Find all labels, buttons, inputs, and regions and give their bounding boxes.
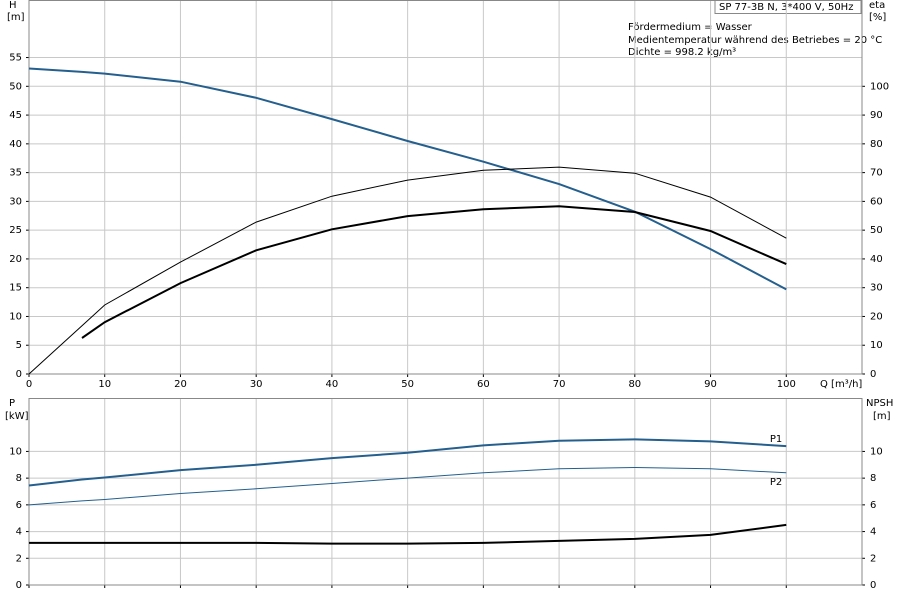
series-label: P2 [770, 477, 782, 488]
curve [28, 466, 787, 506]
y-tick-label: 5 [16, 340, 22, 351]
y2-tick-label: 40 [870, 254, 883, 265]
y2-axis-unit: [m] [873, 411, 891, 422]
x-tick-label: 100 [777, 379, 796, 390]
y2-tick-label: 80 [870, 139, 883, 150]
y-tick-label: 25 [9, 225, 22, 236]
x-tick-label: 0 [26, 379, 32, 390]
y-tick-label: 10 [9, 446, 22, 457]
y2-tick-label: 30 [870, 283, 883, 294]
y-axis-label: H [9, 0, 17, 11]
y2-tick-label: 0 [870, 369, 876, 380]
y2-tick-label: 20 [870, 311, 883, 322]
plot-frame [28, 398, 863, 586]
y-axis-label: P [9, 398, 15, 409]
note: Fördermedium = Wasser [628, 22, 753, 33]
curve [29, 523, 787, 545]
x-tick-label: 70 [553, 379, 566, 390]
y-tick-label: 45 [9, 110, 22, 121]
plot-frame [28, 0, 863, 375]
y-tick-label: 40 [9, 139, 22, 150]
y2-tick-label: 100 [870, 81, 889, 92]
y-tick-label: 2 [16, 553, 22, 564]
x-axis-label: Q [m³/h] [820, 379, 862, 390]
y-tick-label: 10 [9, 311, 22, 322]
note: Medientemperatur während des Betriebes =… [628, 35, 882, 46]
y2-axis-unit: [%] [869, 12, 886, 23]
y2-axis-label: eta [869, 0, 885, 11]
curve [28, 166, 787, 375]
series-label: P1 [770, 434, 782, 445]
y-tick-label: 8 [16, 473, 22, 484]
y-tick-label: 35 [9, 168, 22, 179]
y-tick-label: 0 [16, 369, 22, 380]
y-tick-label: 55 [9, 53, 22, 64]
curve [81, 205, 787, 339]
x-tick-label: 20 [174, 379, 187, 390]
y2-tick-label: 8 [870, 473, 876, 484]
y-axis-unit: [kW] [5, 411, 29, 422]
y2-tick-label: 90 [870, 110, 883, 121]
x-tick-label: 50 [401, 379, 414, 390]
y2-tick-label: 50 [870, 225, 883, 236]
y2-tick-label: 6 [870, 500, 876, 511]
y2-tick-label: 10 [870, 340, 883, 351]
y-tick-label: 6 [16, 500, 22, 511]
x-tick-label: 60 [477, 379, 490, 390]
y2-tick-label: 0 [870, 580, 876, 591]
y2-tick-label: 4 [870, 527, 876, 538]
y2-tick-label: 2 [870, 553, 876, 564]
y2-tick-label: 60 [870, 196, 883, 207]
y-tick-label: 15 [9, 283, 22, 294]
x-tick-label: 30 [250, 379, 263, 390]
y2-tick-label: 10 [870, 446, 883, 457]
y-tick-label: 20 [9, 254, 22, 265]
y2-tick-label: 70 [870, 168, 883, 179]
y-tick-label: 30 [9, 196, 22, 207]
x-tick-label: 40 [326, 379, 339, 390]
x-tick-label: 80 [628, 379, 641, 390]
x-tick-label: 90 [704, 379, 717, 390]
y-tick-label: 50 [9, 81, 22, 92]
y-tick-label: 4 [16, 527, 22, 538]
y-tick-label: 0 [16, 580, 22, 591]
curve [28, 67, 787, 291]
note: Dichte = 998.2 kg/m³ [628, 47, 736, 58]
x-tick-label: 10 [98, 379, 111, 390]
curve [28, 438, 787, 487]
y2-axis-label: NPSH [866, 398, 893, 409]
y-axis-unit: [m] [7, 12, 25, 23]
